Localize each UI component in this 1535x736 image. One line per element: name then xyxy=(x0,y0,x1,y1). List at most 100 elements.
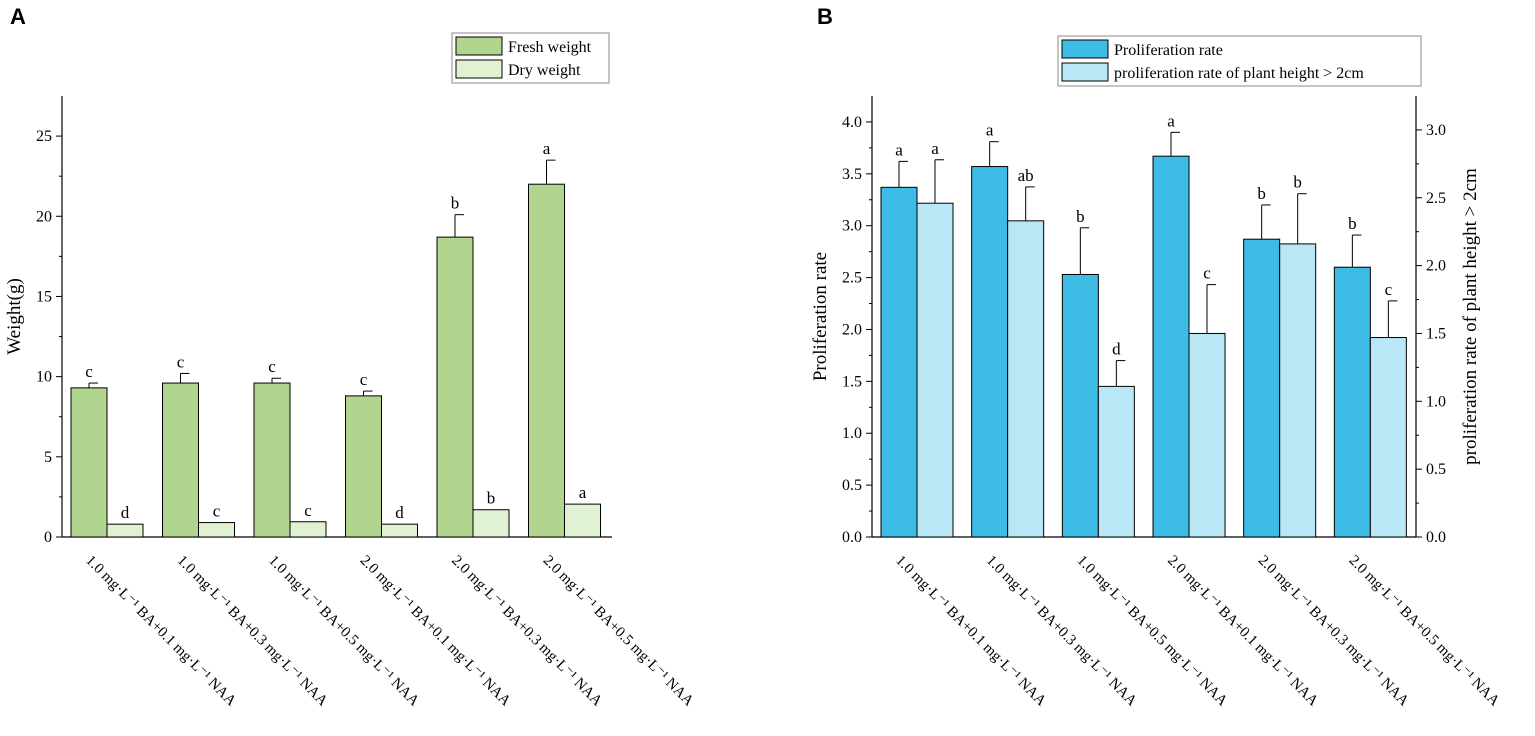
panel-b-axes: 0.0 0.5 1.0 1.5 2.0 2.5 3.0 3.5 4.0 Proliferation… xyxy=(810,96,1481,546)
significance-letter: a xyxy=(895,140,903,159)
x-tick-label: 1.0 mg·L⁻¹ BA+0.1 mg·L⁻¹ NAA xyxy=(82,553,239,710)
panel-b: B 0.0 0.5 1.0 1.5 2.0 2.5 3.0 3.5 4.0 Proliferati… xyxy=(810,4,1502,709)
legend-swatch xyxy=(455,36,503,56)
panel-b-legend: Proliferation rate proliferation rate of … xyxy=(1057,35,1422,87)
y-right-tick-label: 3.0 xyxy=(1426,122,1446,139)
significance-letter: c xyxy=(268,357,276,376)
bar-s1 xyxy=(436,236,474,538)
bar-s1 xyxy=(1152,155,1190,538)
bar-s2 xyxy=(381,523,418,538)
y-right-tick-label: 0.0 xyxy=(1426,529,1446,546)
bar-s1 xyxy=(880,186,918,538)
significance-letter: b xyxy=(1293,173,1302,192)
significance-letter: c xyxy=(1385,280,1393,299)
y-tick-label: 2.0 xyxy=(842,321,862,338)
x-tick-label: 2.0 mg·L⁻¹ BA+0.3 mg·L⁻¹ NAA xyxy=(1255,553,1412,710)
y-right-tick-label: 1.5 xyxy=(1426,325,1446,342)
y-tick-label: 10 xyxy=(36,369,52,386)
significance-letter: b xyxy=(451,194,460,213)
bar-s2 xyxy=(472,509,510,538)
y-axis-right-title: proliferation rate of plant height > 2cm xyxy=(1460,168,1481,465)
panel-a-legend: Fresh weight Dry weight xyxy=(451,32,610,84)
legend-swatch xyxy=(455,59,503,79)
panel-a-bars: c d 1.0 mg·L⁻¹ BA+0.1 mg·L⁻¹ NAA c c 1.0 mg·L… xyxy=(70,139,697,710)
y-axis-title: Weight(g) xyxy=(4,278,25,355)
x-tick-label: 2.0 mg·L⁻¹ BA+0.5 mg·L⁻¹ NAA xyxy=(1346,553,1503,710)
bar-s1 xyxy=(1333,266,1371,538)
x-tick-label: 1.0 mg·L⁻¹ BA+0.1 mg·L⁻¹ NAA xyxy=(892,553,1049,710)
significance-letter: b xyxy=(1076,207,1085,226)
x-tick-label: 2.0 mg·L⁻¹ BA+0.3 mg·L⁻¹ NAA xyxy=(448,553,605,710)
y-tick-label: 5 xyxy=(44,449,52,466)
y-tick-label: 0.0 xyxy=(842,529,862,546)
bar-s1 xyxy=(1061,273,1099,538)
panel-a: A 0 5 10 15 20 25 Weight(g) c d 1.0 mg·L⁻¹ BA+0.… xyxy=(4,4,697,709)
bar-s2 xyxy=(564,503,601,538)
x-tick-label: 2.0 mg·L⁻¹ BA+0.5 mg·L⁻¹ NAA xyxy=(540,553,697,710)
y-tick-label: 4.0 xyxy=(842,114,862,131)
significance-letter: ab xyxy=(1018,166,1034,185)
legend-swatch xyxy=(1061,39,1109,59)
bar-s2 xyxy=(1369,337,1407,538)
y-tick-label: 25 xyxy=(36,128,52,145)
bar-s2 xyxy=(289,521,327,538)
significance-letter: c xyxy=(177,352,185,371)
significance-letter: b xyxy=(487,489,496,508)
significance-letter: a xyxy=(579,483,587,502)
panel-a-axes: 0 5 10 15 20 25 Weight(g) xyxy=(4,96,612,546)
bar-s1 xyxy=(1243,238,1281,538)
x-tick-label: 1.0 mg·L⁻¹ BA+0.3 mg·L⁻¹ NAA xyxy=(983,553,1140,710)
legend-label: proliferation rate of plant height > 2cm xyxy=(1114,65,1364,82)
bar-s2 xyxy=(1279,243,1317,538)
panel-b-label: B xyxy=(817,4,833,29)
significance-letter: c xyxy=(304,501,312,520)
bar-s2 xyxy=(916,202,954,538)
bar-s2 xyxy=(1188,332,1226,538)
significance-letter: c xyxy=(213,502,221,521)
x-tick-label: 2.0 mg·L⁻¹ BA+0.1 mg·L⁻¹ NAA xyxy=(357,553,514,710)
bar-s1 xyxy=(345,395,382,538)
y-tick-label: 0.5 xyxy=(842,477,862,494)
significance-letter: d xyxy=(121,503,130,522)
bar-s1 xyxy=(162,382,199,538)
x-tick-label: 2.0 mg·L⁻¹ BA+0.1 mg·L⁻¹ NAA xyxy=(1164,553,1321,710)
y-tick-label: 1.5 xyxy=(842,373,862,390)
significance-letter: a xyxy=(931,139,939,158)
bar-s1 xyxy=(528,183,565,538)
y-tick-label: 20 xyxy=(36,208,52,225)
significance-letter: a xyxy=(986,121,994,140)
y-right-tick-label: 2.0 xyxy=(1426,258,1446,275)
significance-letter: c xyxy=(85,362,93,381)
y-axis-title: Proliferation rate xyxy=(810,252,831,381)
legend-swatch xyxy=(1061,62,1109,82)
significance-letter: d xyxy=(395,503,404,522)
y-right-tick-label: 2.5 xyxy=(1426,190,1446,207)
significance-letter: b xyxy=(1348,214,1357,233)
y-right-tick-label: 1.0 xyxy=(1426,393,1446,410)
legend-label: Fresh weight xyxy=(508,39,592,56)
bar-s1 xyxy=(70,387,108,538)
x-tick-label: 1.0 mg·L⁻¹ BA+0.3 mg·L⁻¹ NAA xyxy=(174,553,331,710)
y-right-tick-label: 0.5 xyxy=(1426,461,1446,478)
bar-s2 xyxy=(1097,385,1135,538)
bar-s2 xyxy=(1007,220,1045,538)
significance-letter: c xyxy=(1203,264,1211,283)
significance-letter: a xyxy=(543,139,551,158)
bar-s2 xyxy=(106,523,144,538)
legend-label: Proliferation rate xyxy=(1114,42,1223,59)
y-tick-label: 1.0 xyxy=(842,425,862,442)
significance-letter: a xyxy=(1167,111,1175,130)
bar-s2 xyxy=(198,522,235,538)
bar-s1 xyxy=(971,166,1009,538)
bar-s1 xyxy=(253,382,291,538)
y-tick-label: 15 xyxy=(36,288,52,305)
legend-box xyxy=(1057,35,1422,87)
significance-letter: d xyxy=(1112,340,1121,359)
y-tick-label: 2.5 xyxy=(842,270,862,287)
significance-letter: b xyxy=(1257,184,1266,203)
y-tick-label: 3.0 xyxy=(842,218,862,235)
y-tick-label: 3.5 xyxy=(842,166,862,183)
significance-letter: c xyxy=(360,370,368,389)
x-tick-label: 1.0 mg·L⁻¹ BA+0.5 mg·L⁻¹ NAA xyxy=(1074,553,1231,710)
